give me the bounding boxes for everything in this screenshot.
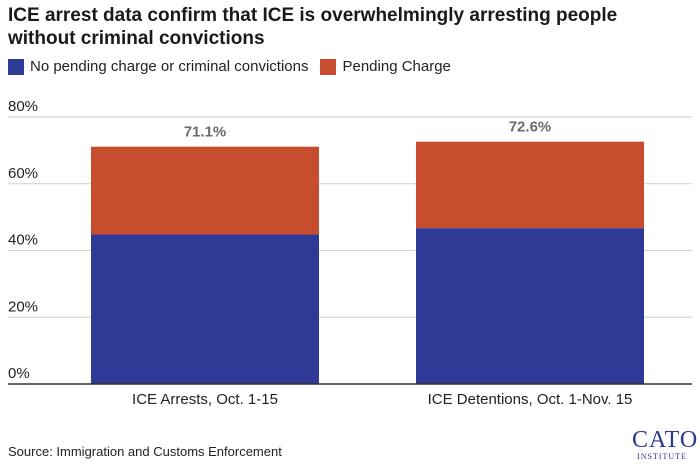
legend-swatch-pending: [320, 58, 337, 75]
legend: No pending charge or criminal conviction…: [8, 58, 451, 75]
source-note: Source: Immigration and Customs Enforcem…: [8, 444, 282, 459]
bar-pending: [416, 141, 644, 229]
y-tick-label: 20%: [8, 298, 38, 315]
legend-item-pending: Pending Charge: [320, 58, 451, 75]
total-data-label: 72.6%: [509, 119, 552, 136]
legend-item-no-pending: No pending charge or criminal conviction…: [8, 58, 308, 75]
legend-label-no-pending: No pending charge or criminal conviction…: [30, 58, 309, 75]
x-category-label: ICE Arrests, Oct. 1-15: [132, 391, 278, 408]
bar-no-pending: [416, 228, 644, 384]
y-tick-label: 40%: [8, 232, 38, 249]
bar-no-pending: [91, 234, 319, 384]
bar-pending: [91, 146, 319, 235]
y-tick-label: 60%: [8, 165, 38, 182]
legend-label-pending: Pending Charge: [342, 58, 451, 75]
x-category-label: ICE Detentions, Oct. 1-Nov. 15: [428, 391, 633, 408]
logo-subtitle: INSTITUTE: [637, 452, 687, 461]
cato-logo: CATO INSTITUTE: [632, 427, 699, 461]
y-tick-label: 80%: [8, 98, 38, 115]
y-tick-label: 0%: [8, 365, 30, 382]
stacked-bar-chart: 0% 20% 40% 60% 80% 71.1% ICE Arrests, Oct. 1-1…: [8, 98, 692, 408]
total-data-label: 71.1%: [184, 124, 227, 141]
logo-wordmark: CATO: [632, 427, 699, 453]
chart-title: ICE arrest data confirm that ICE is over…: [8, 5, 618, 49]
legend-swatch-no-pending: [8, 58, 24, 75]
